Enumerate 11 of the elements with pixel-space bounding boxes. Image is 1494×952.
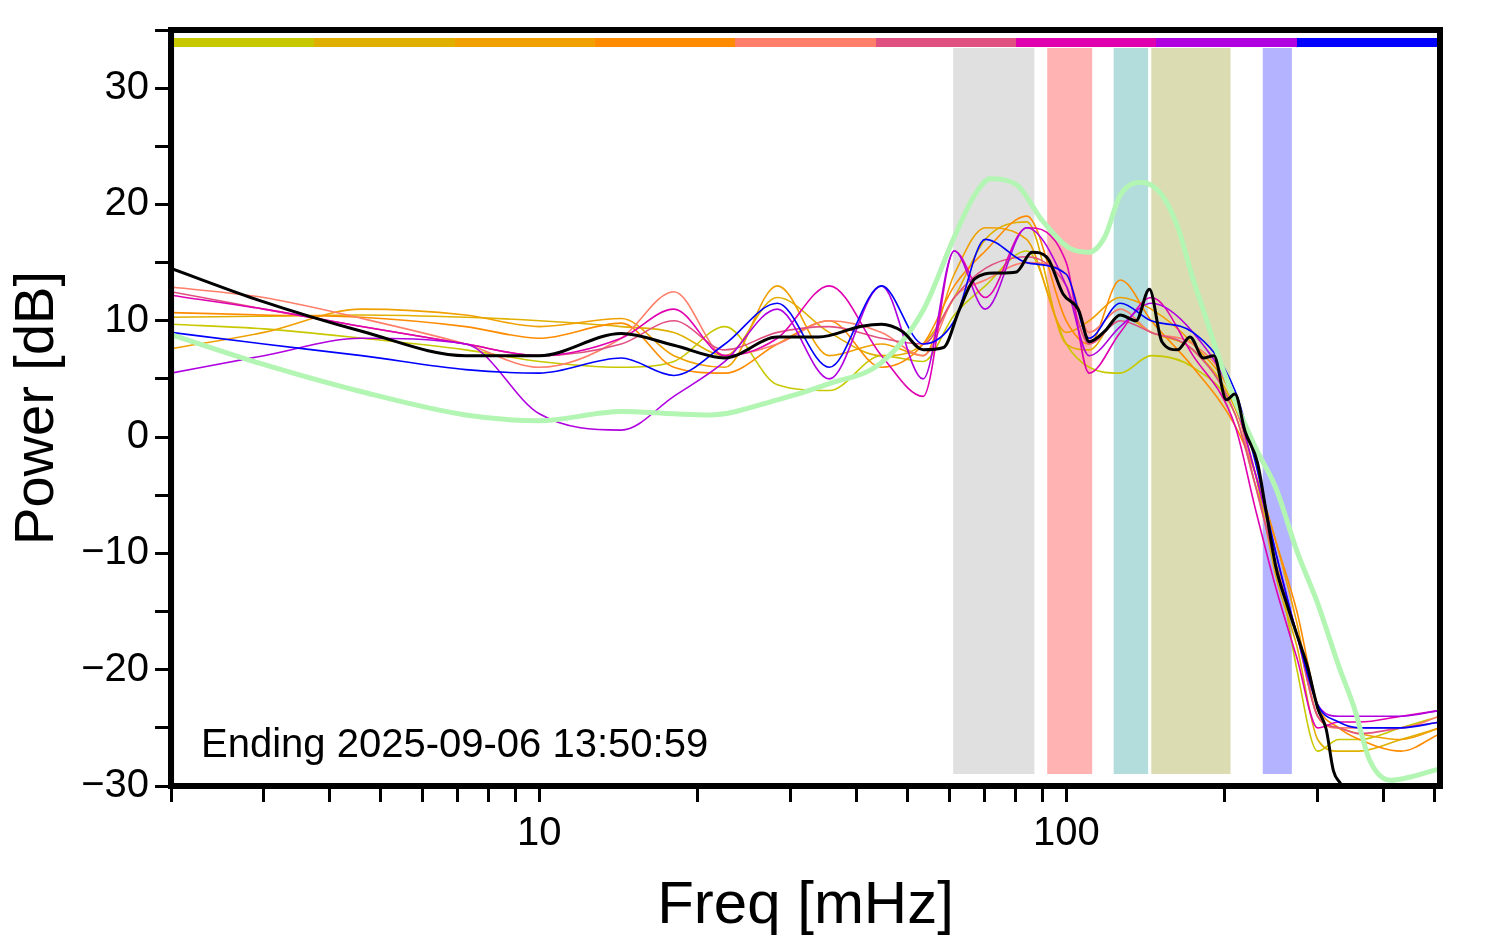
y-tick-label: 0 (126, 412, 150, 457)
annotation: Ending 2025-09-06 13:50:59 (201, 721, 709, 766)
y-tick-label: 20 (104, 179, 150, 224)
x-tick-label: 100 (1032, 809, 1100, 854)
y-tick-label: −30 (81, 761, 150, 806)
y-axis-title: Power [dB] (2, 271, 66, 545)
y-tick-label: −10 (81, 528, 150, 573)
y-tick-label: 30 (104, 63, 150, 108)
y-tick-label: −20 (81, 644, 150, 689)
x-axis-title: Freq [mHz] (657, 868, 954, 936)
y-tick-label: 10 (104, 295, 150, 340)
